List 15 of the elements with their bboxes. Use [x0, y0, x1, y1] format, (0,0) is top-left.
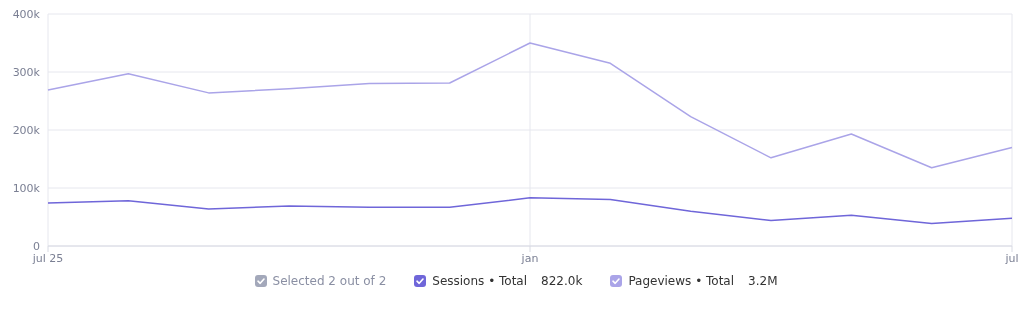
x-tick-label: jan — [520, 251, 539, 265]
text: 3.2M — [748, 274, 778, 288]
y-tick-label: 200k — [12, 123, 41, 137]
y-tick-label: 300k — [12, 65, 41, 79]
legend-label: Pageviews • Total — [628, 274, 735, 288]
line-series — [47, 42, 1013, 169]
x-tick-label: jul — [1004, 251, 1019, 265]
y-tick-label: 0 — [33, 239, 40, 253]
legend-label: Sessions • Total — [432, 274, 528, 288]
text: 822.0k — [541, 274, 583, 288]
text: Selected 2 out of 2 — [272, 274, 387, 288]
line-series — [47, 197, 1013, 225]
x-tick-label: jul 25 — [31, 251, 64, 265]
y-tick-label: 100k — [12, 181, 41, 195]
y-tick-label: 400k — [12, 7, 41, 21]
